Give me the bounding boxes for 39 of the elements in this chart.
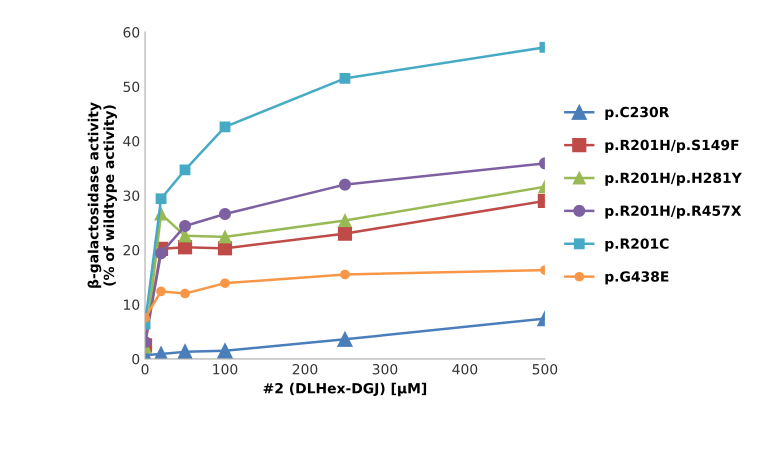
x-axis-title: #2 (DLHex-DGJ) [µM] <box>264 382 426 396</box>
x-tick-label: 300 <box>372 364 398 374</box>
y-tick-label: 60 <box>123 27 140 38</box>
y-tick-label: 40 <box>123 136 140 146</box>
x-tick-label: 100 <box>213 364 238 374</box>
point <box>217 343 233 358</box>
point <box>155 247 168 260</box>
point <box>338 214 352 228</box>
point <box>338 226 352 241</box>
legend-label: p.R201H/p.H281Y <box>605 172 742 186</box>
y-axis-title: β-galactosidase activity (% of wildtype activity) <box>88 102 117 288</box>
point <box>180 164 190 176</box>
legend-label: p.C230R <box>605 106 670 120</box>
legend-label: p.R201C <box>605 238 668 252</box>
legend-label: p.G438E <box>605 271 668 284</box>
legend-label: p.R201H/p.R457X <box>605 205 742 219</box>
point <box>219 208 231 220</box>
point <box>340 270 350 280</box>
point <box>338 178 351 191</box>
point <box>179 220 191 232</box>
legend-label: p.R201H/p.S149F <box>605 140 738 153</box>
y-tick-label: 50 <box>124 82 140 92</box>
y-tick-label: 20 <box>124 244 140 256</box>
x-tick-label: 400 <box>452 364 478 374</box>
x-tick-label: 500 <box>532 364 558 374</box>
x-tick-label: 0 <box>142 364 149 374</box>
point <box>156 193 166 204</box>
point <box>156 286 166 296</box>
point <box>218 230 232 244</box>
point <box>340 72 350 84</box>
y-tick-label: 0 <box>132 354 140 364</box>
point <box>337 332 353 347</box>
point <box>220 278 230 288</box>
point <box>177 344 193 359</box>
x-tick-label: 200 <box>292 364 318 374</box>
y-tick-label: 30 <box>124 190 140 201</box>
point <box>220 121 230 132</box>
y-tick-label: 10 <box>124 299 140 310</box>
point <box>180 288 190 298</box>
